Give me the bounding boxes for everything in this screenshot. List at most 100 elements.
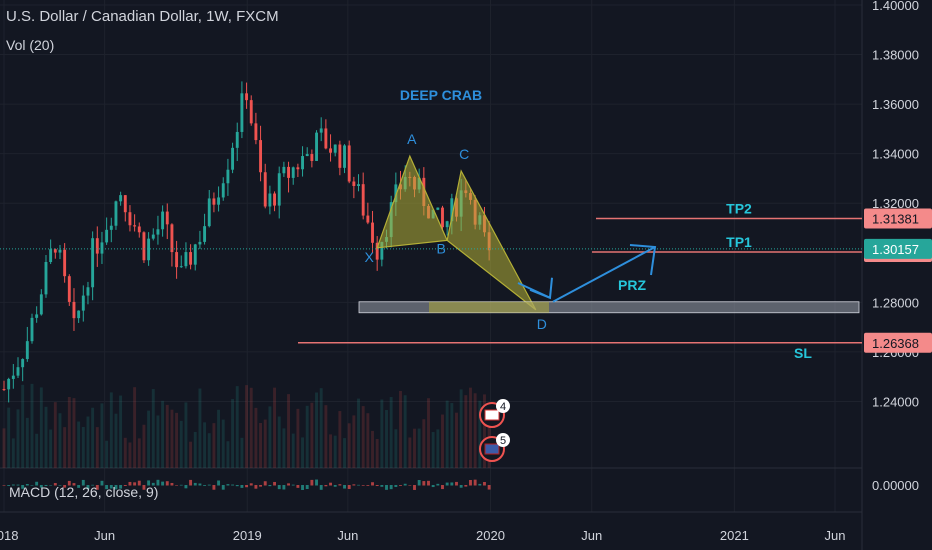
event-flag-united-states bbox=[484, 443, 500, 455]
volume-bar bbox=[189, 441, 193, 468]
macd-histogram-bar bbox=[329, 482, 332, 486]
macd-histogram-bar bbox=[431, 485, 435, 488]
macd-histogram-bar bbox=[105, 485, 109, 490]
volume-bar bbox=[413, 428, 416, 468]
volume-bar bbox=[95, 427, 99, 468]
candle-body bbox=[81, 295, 85, 311]
volume-bar bbox=[67, 397, 71, 468]
macd-histogram-bar bbox=[156, 479, 160, 486]
macd-histogram-bar bbox=[403, 483, 407, 486]
pattern-name-label: DEEP CRAB bbox=[400, 87, 482, 103]
macd-histogram-bar bbox=[347, 485, 351, 489]
volume-indicator-label[interactable]: Vol (20) bbox=[6, 37, 55, 53]
volume-bar bbox=[207, 433, 211, 468]
macd-histogram-bar bbox=[273, 481, 277, 486]
volume-bar bbox=[263, 419, 267, 468]
candle-body bbox=[189, 252, 193, 265]
volume-bar bbox=[464, 395, 468, 468]
macd-histogram-bar bbox=[207, 484, 211, 486]
macd-histogram-bar bbox=[385, 485, 388, 490]
volume-bar bbox=[375, 438, 379, 468]
macd-histogram-bar bbox=[91, 484, 95, 486]
macd-histogram-bar bbox=[175, 485, 179, 486]
candle-body bbox=[343, 145, 346, 168]
macd-histogram-bar bbox=[30, 485, 34, 486]
candle-body bbox=[105, 229, 109, 243]
time-tick-label: Jun bbox=[94, 528, 115, 543]
volume-bar bbox=[137, 438, 141, 468]
candle-body bbox=[86, 287, 90, 296]
candle-body bbox=[128, 212, 132, 226]
macd-histogram-bar bbox=[459, 485, 463, 488]
candle-body bbox=[240, 93, 244, 132]
candle-body bbox=[49, 249, 53, 263]
volume-bar bbox=[109, 392, 113, 468]
macd-histogram-bar bbox=[226, 484, 230, 486]
volume-bar bbox=[245, 385, 249, 468]
volume-bar bbox=[287, 394, 290, 468]
candle-body bbox=[2, 389, 6, 391]
volume-bar bbox=[142, 424, 146, 468]
volume-bar bbox=[198, 388, 202, 468]
candle-body bbox=[170, 224, 174, 253]
macd-histogram-bar bbox=[193, 482, 197, 486]
volume-bar bbox=[212, 423, 216, 468]
macd-histogram-bar bbox=[338, 484, 342, 486]
macd-histogram-bar bbox=[11, 484, 15, 486]
volume-bar bbox=[259, 422, 263, 468]
candle-body bbox=[352, 181, 356, 187]
candle-body bbox=[277, 173, 281, 206]
volume-bar bbox=[338, 411, 342, 468]
volume-bar bbox=[473, 393, 477, 468]
volume-bar bbox=[333, 435, 337, 468]
volume-bar bbox=[86, 416, 90, 468]
volume-bar bbox=[105, 440, 109, 468]
volume-bar bbox=[151, 389, 155, 468]
candle-body bbox=[333, 144, 337, 153]
volume-bar bbox=[483, 394, 486, 468]
volume-bar bbox=[347, 423, 351, 468]
volume-bar bbox=[366, 413, 370, 468]
candle-body bbox=[184, 252, 188, 267]
candle-body bbox=[291, 167, 295, 178]
volume-bar bbox=[427, 398, 430, 468]
candle-body bbox=[198, 241, 202, 245]
macd-histogram-bar bbox=[221, 485, 225, 490]
candle-body bbox=[95, 238, 99, 254]
macd-histogram-bar bbox=[179, 484, 183, 486]
volume-bar bbox=[371, 430, 374, 468]
projection-arrowhead-up bbox=[629, 244, 657, 276]
volume-bar bbox=[193, 431, 197, 468]
macd-histogram-bar bbox=[133, 482, 137, 486]
macd-histogram-bar bbox=[109, 485, 113, 489]
macd-histogram-bar bbox=[455, 481, 458, 486]
candle-body bbox=[72, 301, 76, 319]
candle-body bbox=[193, 244, 197, 265]
volume-bar bbox=[58, 413, 62, 468]
volume-bar bbox=[380, 399, 384, 468]
candle-body bbox=[310, 154, 314, 161]
volume-bar bbox=[217, 409, 221, 468]
macd-indicator-label[interactable]: MACD (12, 26, close, 9) bbox=[9, 484, 159, 500]
macd-histogram-bar bbox=[67, 480, 71, 486]
macd-histogram-bar bbox=[259, 485, 263, 487]
macd-histogram-bar bbox=[35, 481, 39, 486]
candle-body bbox=[156, 229, 160, 235]
price-tick-label: 1.34000 bbox=[872, 147, 919, 162]
macd-histogram-bar bbox=[235, 485, 239, 487]
volume-bar bbox=[282, 428, 286, 468]
macd-histogram-bar bbox=[371, 482, 374, 486]
candle-body bbox=[347, 145, 351, 182]
macd-histogram-bar bbox=[487, 485, 491, 490]
volume-bar bbox=[357, 398, 360, 468]
macd-histogram-bar bbox=[114, 485, 118, 490]
candle-body bbox=[366, 215, 370, 223]
candle-body bbox=[91, 238, 95, 288]
volume-bar bbox=[249, 387, 253, 468]
volume-bar bbox=[179, 420, 183, 468]
volume-bar bbox=[156, 415, 160, 468]
candle-body bbox=[133, 225, 137, 227]
macd-histogram-bar bbox=[123, 485, 127, 486]
